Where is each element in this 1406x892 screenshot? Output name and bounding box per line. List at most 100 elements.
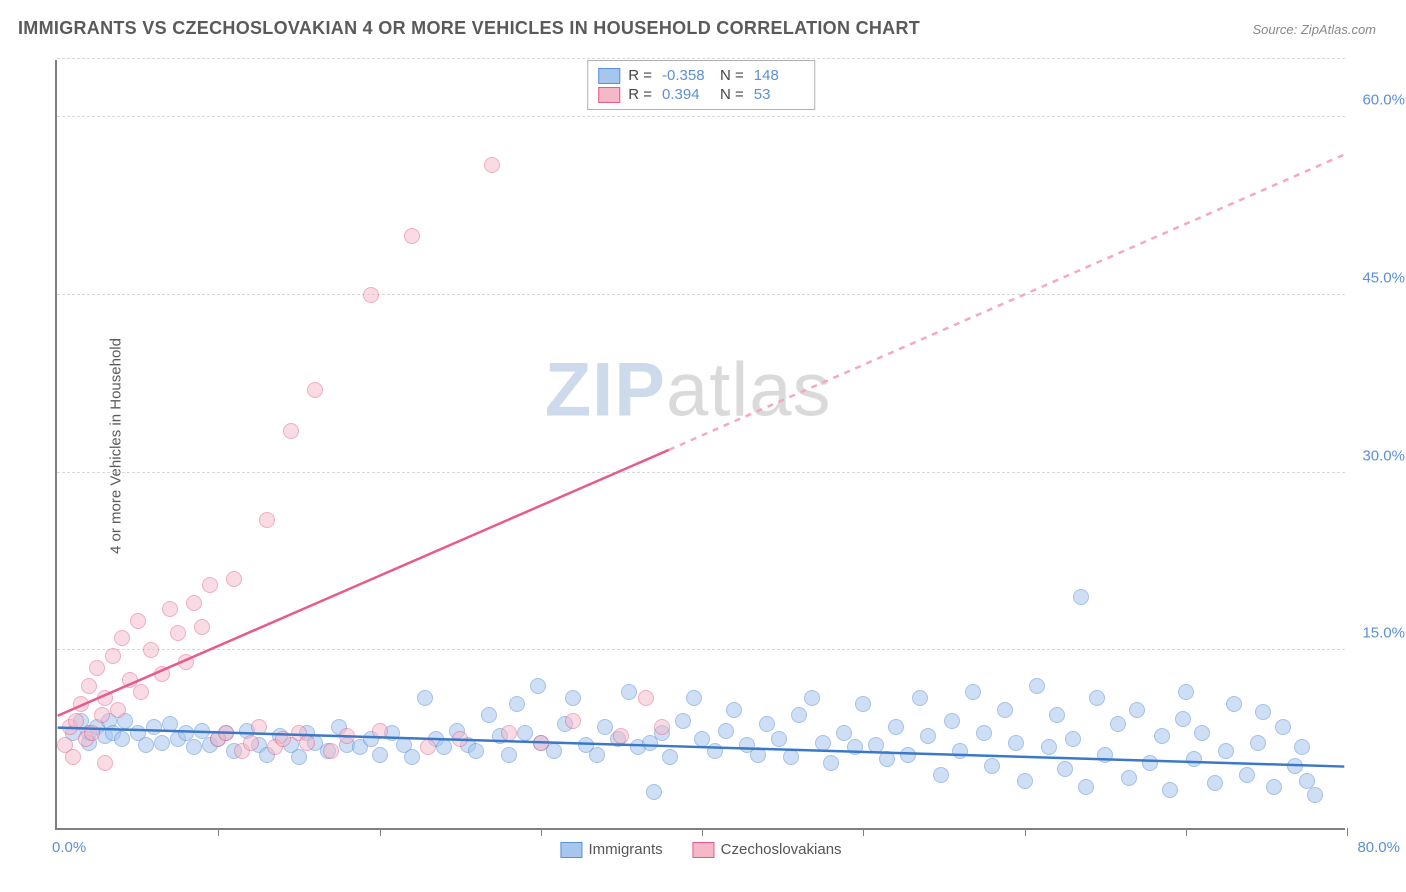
legend-swatch-immigrants	[598, 68, 620, 84]
scatter-point	[1207, 775, 1223, 791]
scatter-point	[105, 648, 121, 664]
scatter-point	[726, 702, 742, 718]
scatter-point	[944, 713, 960, 729]
scatter-point	[372, 723, 388, 739]
watermark: ZIPatlas	[545, 347, 832, 434]
scatter-point	[501, 725, 517, 741]
legend-row-czechoslovakians: R = 0.394 N = 53	[598, 86, 804, 103]
scatter-point	[836, 725, 852, 741]
source-attribution: Source: ZipAtlas.com	[1252, 22, 1376, 37]
scatter-point	[1049, 707, 1065, 723]
scatter-point	[565, 690, 581, 706]
y-tick-label: 45.0%	[1362, 269, 1405, 286]
scatter-point	[1029, 678, 1045, 694]
regression-lines	[57, 60, 1345, 828]
scatter-point	[481, 707, 497, 723]
scatter-point	[202, 577, 218, 593]
scatter-point	[186, 739, 202, 755]
scatter-point	[589, 747, 605, 763]
scatter-point	[97, 690, 113, 706]
scatter-point	[73, 696, 89, 712]
legend-row-immigrants: R = -0.358 N = 148	[598, 67, 804, 84]
scatter-point	[933, 767, 949, 783]
scatter-point	[194, 619, 210, 635]
scatter-point	[868, 737, 884, 753]
scatter-point	[1078, 779, 1094, 795]
scatter-point	[654, 719, 670, 735]
r-value-czechoslovakians: 0.394	[662, 86, 712, 103]
scatter-point	[855, 696, 871, 712]
scatter-point	[1194, 725, 1210, 741]
y-tick-label: 30.0%	[1362, 447, 1405, 464]
gridline	[57, 294, 1345, 295]
scatter-point	[162, 716, 178, 732]
scatter-point	[847, 739, 863, 755]
scatter-point	[621, 684, 637, 700]
scatter-point	[517, 725, 533, 741]
scatter-point	[1239, 767, 1255, 783]
scatter-point	[646, 784, 662, 800]
scatter-point	[404, 749, 420, 765]
scatter-point	[146, 719, 162, 735]
scatter-point	[1255, 704, 1271, 720]
scatter-point	[597, 719, 613, 735]
scatter-point	[565, 713, 581, 729]
scatter-point	[404, 228, 420, 244]
chart-title: IMMIGRANTS VS CZECHOSLOVAKIAN 4 OR MORE …	[18, 18, 920, 39]
scatter-point	[718, 723, 734, 739]
scatter-point	[952, 743, 968, 759]
gridline	[57, 649, 1345, 650]
gridline	[57, 116, 1345, 117]
scatter-point	[1266, 779, 1282, 795]
scatter-point	[686, 690, 702, 706]
legend-swatch-immigrants	[560, 842, 582, 858]
x-tick	[863, 828, 864, 836]
legend-swatch-czechoslovakians	[693, 842, 715, 858]
scatter-point	[1097, 747, 1113, 763]
x-tick	[380, 828, 381, 836]
scatter-point	[226, 571, 242, 587]
scatter-point	[452, 731, 468, 747]
scatter-point	[372, 747, 388, 763]
x-tick	[218, 828, 219, 836]
legend-label-czechoslovakians: Czechoslovakians	[721, 841, 842, 858]
scatter-point	[1008, 735, 1024, 751]
x-axis-min-label: 0.0%	[52, 839, 86, 856]
scatter-point	[420, 739, 436, 755]
scatter-point	[251, 719, 267, 735]
scatter-point	[68, 713, 84, 729]
x-axis-max-label: 80.0%	[1357, 839, 1400, 856]
scatter-point	[1275, 719, 1291, 735]
scatter-point	[976, 725, 992, 741]
scatter-point	[307, 382, 323, 398]
scatter-point	[771, 731, 787, 747]
scatter-point	[275, 731, 291, 747]
scatter-point	[363, 287, 379, 303]
scatter-point	[162, 601, 178, 617]
scatter-point	[815, 735, 831, 751]
scatter-point	[130, 613, 146, 629]
scatter-point	[1226, 696, 1242, 712]
scatter-point	[1162, 782, 1178, 798]
watermark-zip: ZIP	[545, 348, 666, 433]
scatter-point	[178, 654, 194, 670]
r-label: R =	[628, 86, 652, 103]
scatter-point	[1307, 787, 1323, 803]
x-tick	[702, 828, 703, 836]
scatter-point	[750, 747, 766, 763]
scatter-point	[823, 755, 839, 771]
scatter-point	[1294, 739, 1310, 755]
scatter-point	[613, 728, 629, 744]
scatter-point	[1073, 589, 1089, 605]
scatter-point	[1089, 690, 1105, 706]
scatter-point	[509, 696, 525, 712]
scatter-point	[1186, 751, 1202, 767]
regression-line	[669, 155, 1344, 450]
x-tick	[1347, 828, 1348, 836]
scatter-point	[1287, 758, 1303, 774]
scatter-point	[707, 743, 723, 759]
y-tick-label: 60.0%	[1362, 92, 1405, 109]
scatter-point	[912, 690, 928, 706]
scatter-point	[675, 713, 691, 729]
x-tick	[1186, 828, 1187, 836]
